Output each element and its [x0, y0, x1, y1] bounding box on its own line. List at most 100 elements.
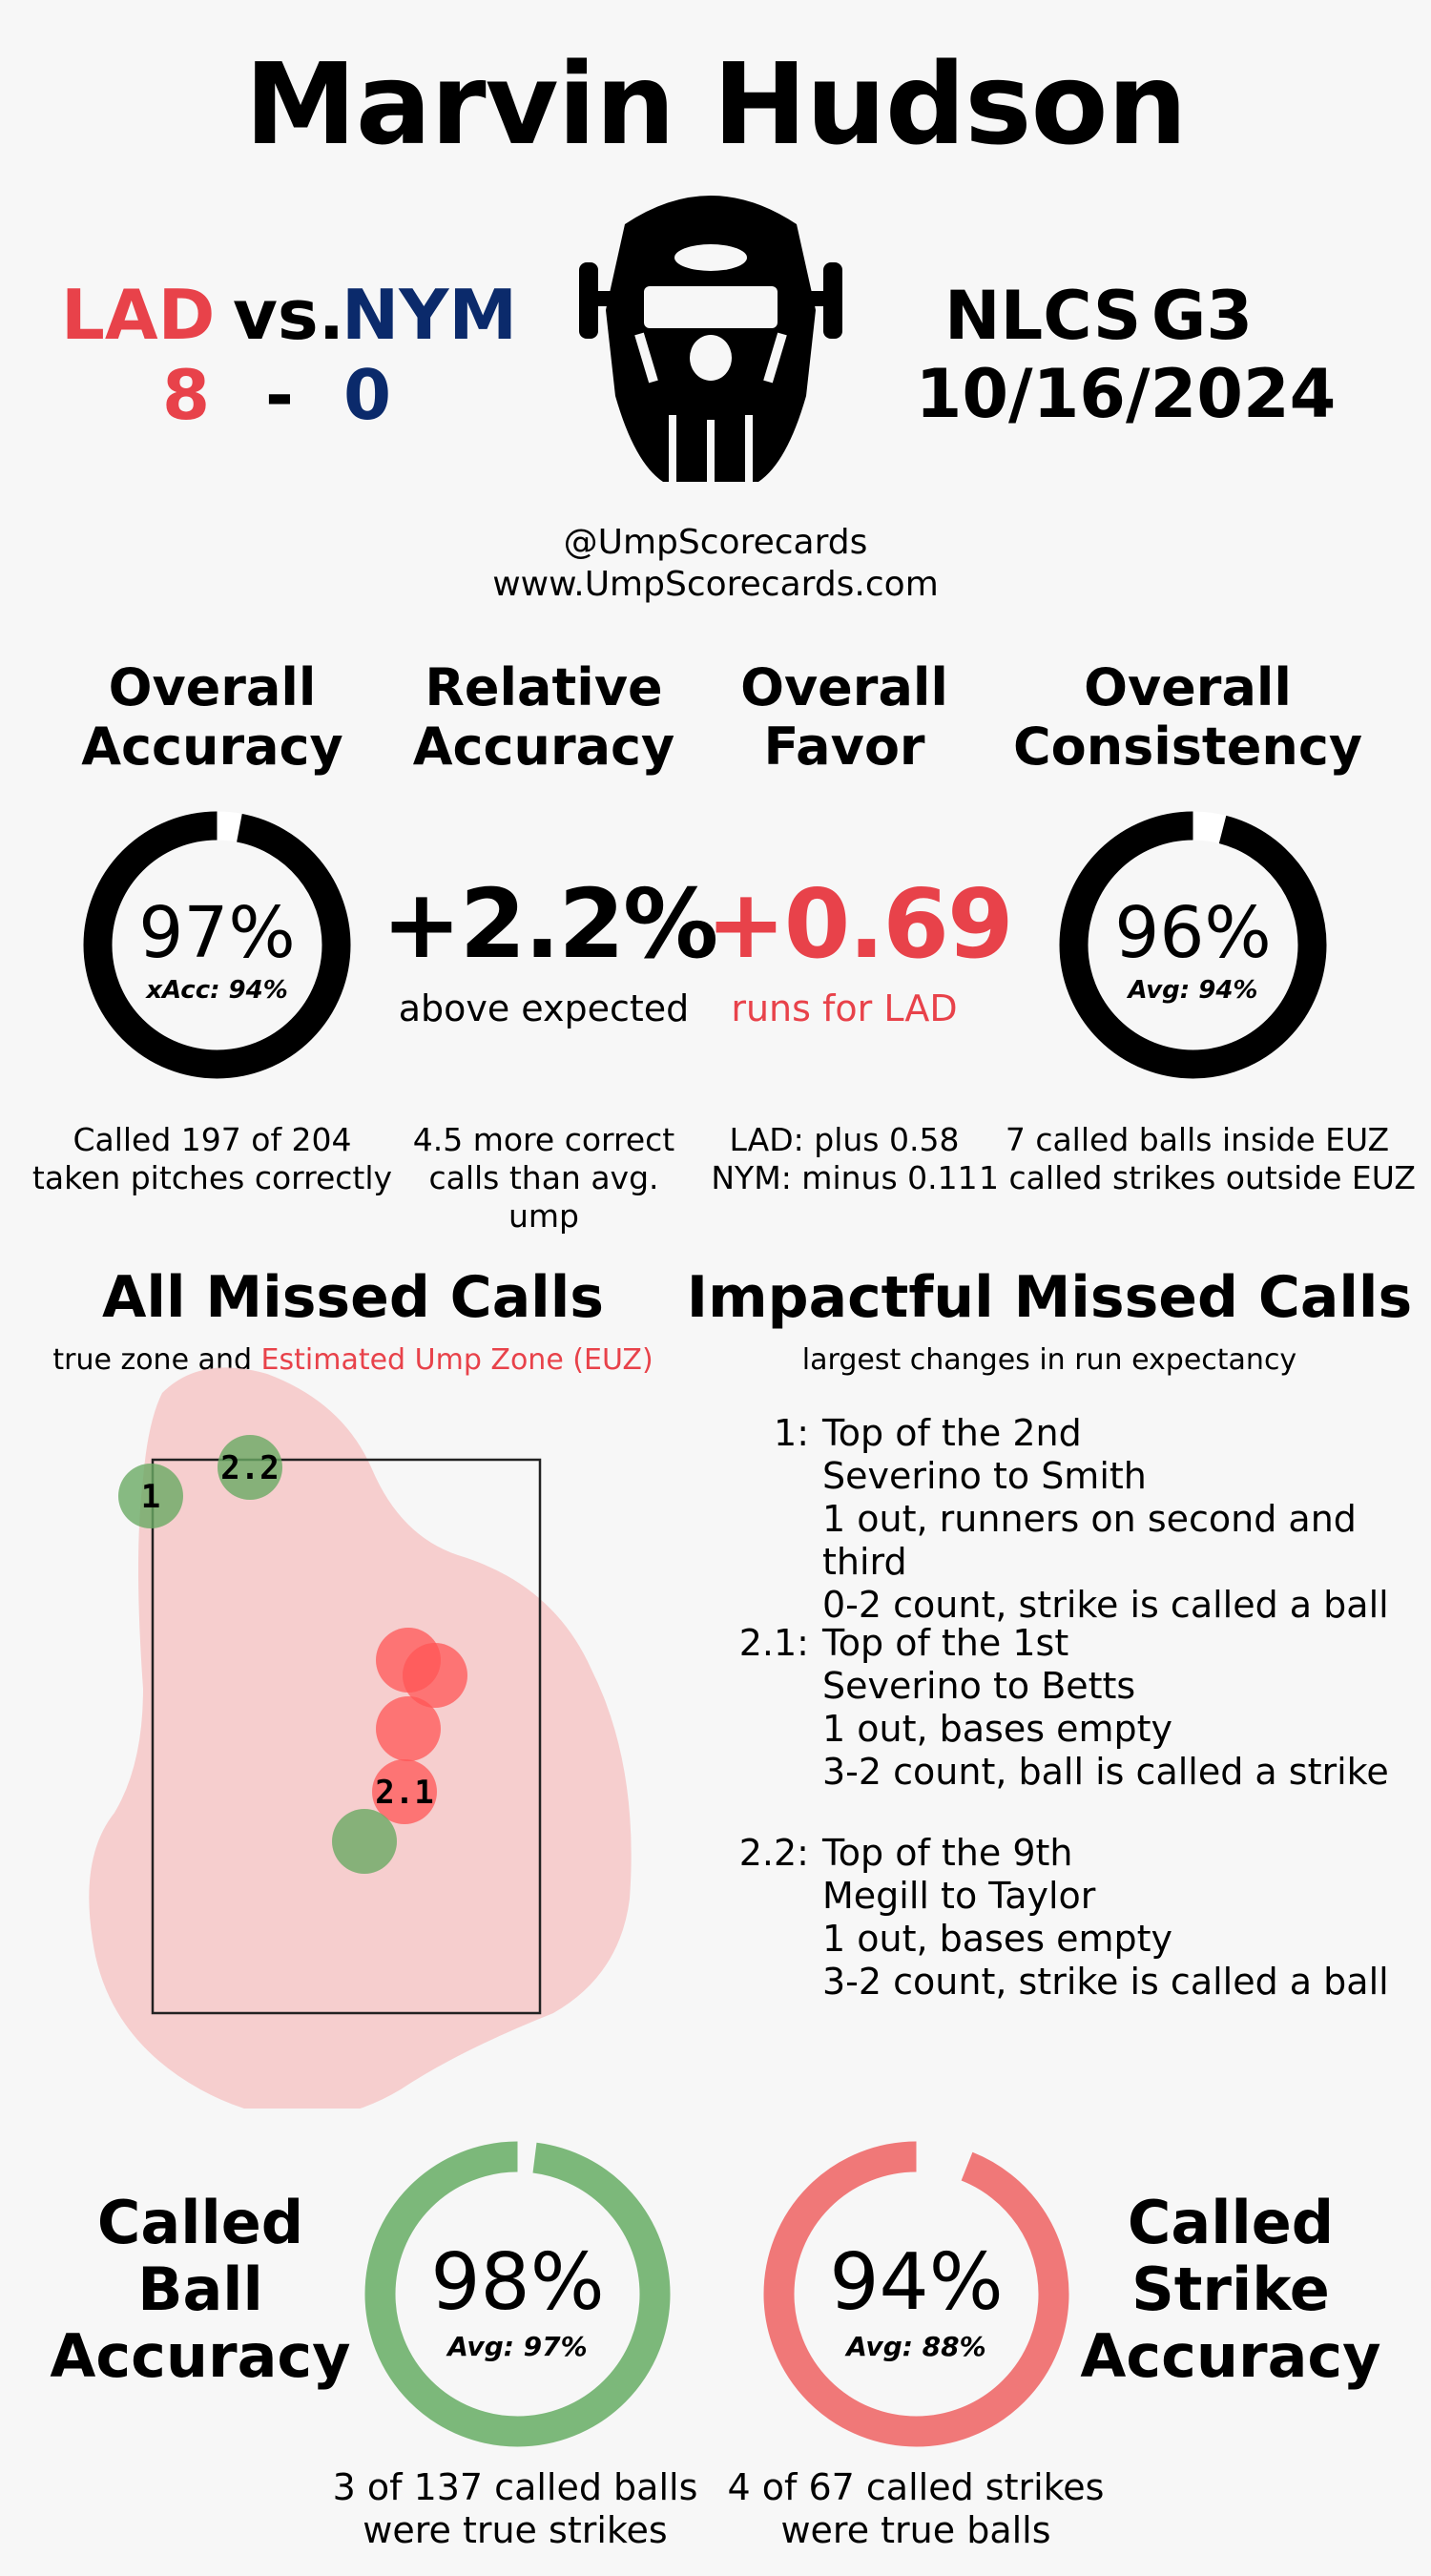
call-2-situation: 1 out, bases empty: [822, 1708, 1173, 1750]
consistency-foot-line1: 7 called balls inside EUZ: [1005, 1121, 1390, 1158]
accuracy-heading: Overall Accuracy: [48, 658, 377, 777]
called-strike-ring: [763, 2141, 1069, 2447]
missed-calls-sub-euz: Estimated Ump Zone (EUZ): [260, 1343, 653, 1377]
call-1-count: 0-2 count, strike is called a ball: [822, 1584, 1389, 1626]
missed-call-point: [372, 1759, 437, 1824]
relative-footnote: 4.5 more correct calls than avg. ump: [396, 1121, 692, 1236]
call-3-situation: 1 out, bases empty: [822, 1918, 1173, 1960]
accuracy-footnote: Called 197 of 204 taken pitches correctl…: [29, 1121, 396, 1197]
relative-sub: above expected: [398, 987, 690, 1029]
impactful-call-1: 1: Top of the 2nd Severino to Smith 1 ou…: [774, 1412, 1431, 1627]
favor-heading-line2: Favor: [763, 717, 925, 777]
call-3-matchup: Megill to Taylor: [822, 1875, 1096, 1917]
missed-call-point: [332, 1809, 397, 1874]
home-score: 0: [343, 355, 392, 435]
impactful-subtitle: largest changes in run expectancy: [801, 1343, 1297, 1377]
consistency-heading-line1: Overall: [1084, 657, 1292, 717]
called-strike-avg: Avg: 88%: [846, 2331, 986, 2362]
missed-calls-title: All Missed Calls: [101, 1264, 605, 1331]
relative-foot-line1: 4.5 more correct: [412, 1121, 675, 1158]
called-ball-label-line2: Ball: [137, 2254, 263, 2324]
favor-foot-line1: LAD: plus 0.58: [729, 1121, 960, 1158]
call-3-number: 2.2:: [738, 1832, 809, 1874]
called-ball-foot-line2: were true strikes: [363, 2509, 668, 2551]
favor-heading: Overall Favor: [706, 658, 983, 777]
called-strike-foot-line2: were true balls: [780, 2509, 1051, 2551]
missed-call-point: [403, 1643, 467, 1708]
social-handle: @UmpScorecards: [563, 523, 868, 562]
called-ball-avg: Avg: 97%: [447, 2331, 588, 2362]
strike-zone: [151, 1458, 542, 2015]
missed-calls-plot: 1 2.2 2.1: [89, 1367, 632, 2109]
accuracy-heading-line2: Accuracy: [81, 717, 343, 777]
relative-heading-line1: Relative: [425, 657, 663, 717]
consistency-heading: Overall Consistency: [983, 658, 1393, 777]
accuracy-xacc: xAcc: 94%: [146, 976, 288, 1005]
missed-call-point: [376, 1696, 441, 1761]
call-1-matchup: Severino to Smith: [822, 1455, 1147, 1497]
accuracy-value: 97%: [138, 892, 296, 974]
called-ball-value: 98%: [430, 2237, 605, 2328]
favor-footnote: LAD: plus 0.58 NYM: minus 0.11: [701, 1121, 987, 1197]
called-ball-label: Called Ball Accuracy: [38, 2190, 363, 2390]
call-3-inning: Top of the 9th: [822, 1832, 1073, 1874]
called-ball-label-line1: Called: [96, 2188, 304, 2257]
score-dash: -: [265, 355, 294, 435]
accuracy-foot-line2: taken pitches correctly: [31, 1159, 393, 1196]
called-ball-foot-line1: 3 of 137 called balls: [332, 2466, 698, 2508]
relative-value: +2.2%: [382, 868, 718, 980]
call-2-inning: Top of the 1st: [822, 1622, 1069, 1664]
favor-heading-line1: Overall: [740, 657, 948, 717]
away-team: LAD: [61, 275, 216, 355]
accuracy-heading-line1: Overall: [108, 657, 317, 717]
call-2-number: 2.1:: [738, 1622, 809, 1664]
impactful-call-2: 2.1: Top of the 1st Severino to Betts 1 …: [739, 1622, 1389, 1794]
website: www.UmpScorecards.com: [492, 565, 939, 604]
impactful-title: Impactful Missed Calls: [686, 1264, 1413, 1331]
away-score: 8: [162, 355, 211, 435]
umpire-mask-logo: [568, 177, 854, 510]
called-strike-label-line3: Accuracy: [1080, 2321, 1381, 2391]
call-1-situation: 1 out, runners on second and third: [822, 1498, 1357, 1583]
consistency-ring: [1059, 811, 1327, 1079]
missed-call-label: 2.1: [375, 1774, 433, 1812]
consistency-heading-line2: Consistency: [1012, 717, 1363, 777]
vs-label: vs.: [233, 275, 345, 355]
called-strike-foot-line1: 4 of 67 called strikes: [727, 2466, 1105, 2508]
relative-heading-line2: Accuracy: [412, 717, 675, 777]
game-number: G3: [1151, 277, 1254, 355]
call-3-count: 3-2 count, strike is called a ball: [822, 1961, 1389, 2003]
consistency-foot-line2: 1 called strikes outside EUZ: [979, 1159, 1416, 1196]
favor-foot-line2: NYM: minus 0.11: [711, 1159, 978, 1196]
favor-value: +0.69: [706, 868, 1014, 980]
relative-heading: Relative Accuracy: [382, 658, 706, 777]
called-strike-footnote: 4 of 67 called strikes were true balls: [716, 2466, 1116, 2552]
impactful-call-3: 2.2: Top of the 9th Megill to Taylor 1 o…: [739, 1832, 1389, 2004]
call-1-inning: Top of the 2nd: [822, 1412, 1082, 1454]
consistency-value: 96%: [1114, 892, 1272, 974]
call-2-count: 3-2 count, ball is called a strike: [822, 1751, 1389, 1793]
missed-call-point: [118, 1464, 183, 1528]
called-ball-ring: [364, 2141, 671, 2447]
missed-call-label: 1: [141, 1478, 160, 1516]
relative-foot-line2: calls than avg. ump: [428, 1159, 659, 1235]
called-strike-value: 94%: [829, 2237, 1004, 2328]
game-date: 10/16/2024: [915, 355, 1337, 433]
called-ball-label-line3: Accuracy: [50, 2321, 351, 2391]
called-strike-label: Called Strike Accuracy: [1068, 2190, 1393, 2390]
called-strike-label-line1: Called: [1127, 2188, 1335, 2257]
euz-region: [89, 1367, 632, 2109]
favor-sub: runs for LAD: [731, 987, 958, 1029]
called-strike-label-line2: Strike: [1131, 2254, 1330, 2324]
home-team: NYM: [342, 275, 518, 355]
call-2-matchup: Severino to Betts: [822, 1665, 1136, 1707]
missed-call-label: 2.2: [220, 1449, 279, 1487]
consistency-footnote: 7 called balls inside EUZ 1 called strik…: [978, 1121, 1417, 1197]
missed-call-point: [218, 1435, 282, 1500]
called-ball-footnote: 3 of 137 called balls were true strikes: [315, 2466, 716, 2552]
umpire-name: Marvin Hudson: [244, 38, 1187, 170]
consistency-avg: Avg: 94%: [1128, 976, 1258, 1005]
accuracy-ring: [83, 811, 351, 1079]
call-1-number: 1:: [774, 1412, 809, 1454]
series-label: NLCS: [944, 277, 1142, 355]
